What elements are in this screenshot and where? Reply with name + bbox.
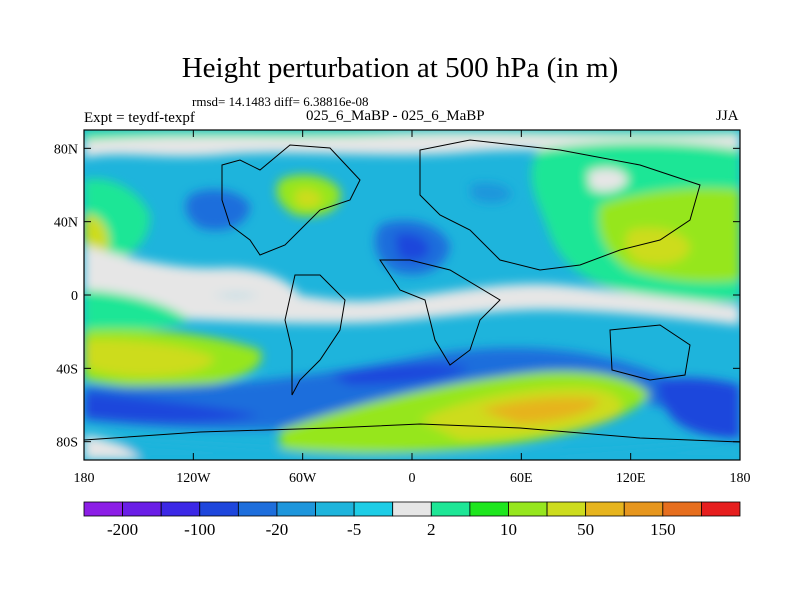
colorbar-swatch bbox=[623, 501, 664, 517]
colorbar-swatch bbox=[392, 501, 432, 517]
coastlines bbox=[84, 139, 740, 443]
coast-antarctica bbox=[84, 423, 740, 443]
band-southern-negative bbox=[84, 347, 740, 430]
plot-title: Height perturbation at 500 hPa (in m) bbox=[181, 52, 619, 84]
coast-north-america bbox=[221, 144, 361, 256]
stats-label: rmsd= 14.1483 diff= 6.38816e-08 bbox=[192, 94, 369, 109]
colorbar-swatch bbox=[199, 501, 239, 517]
area-south-pacific-yellow bbox=[84, 339, 215, 377]
colorbar-swatch bbox=[122, 501, 162, 517]
area-antarctic-neutral bbox=[84, 435, 140, 460]
area-europe-negative bbox=[470, 183, 512, 203]
coast-eurasia bbox=[419, 139, 701, 271]
colorbar-label: 150 bbox=[650, 520, 676, 539]
period-label: 025_6_MaBP - 025_6_MaBP bbox=[306, 108, 485, 124]
x-tick-label: 180 bbox=[74, 471, 95, 486]
colorbar-swatch bbox=[353, 501, 394, 517]
colorbar-label: -100 bbox=[184, 520, 215, 539]
x-tick-label: 180 bbox=[730, 471, 751, 486]
band-tropics-neutral bbox=[84, 270, 740, 325]
coast-australia bbox=[609, 324, 691, 381]
colorbar-swatch bbox=[160, 501, 201, 517]
area-tropical-pacific-positive bbox=[84, 290, 190, 331]
area-npacific-yellow bbox=[84, 214, 109, 256]
x-axis: 180 120W 60W 0 60E 120E 180 bbox=[74, 130, 751, 486]
colorbar-swatch bbox=[83, 501, 123, 517]
band-arctic-positive bbox=[84, 130, 740, 140]
colorbar-swatch bbox=[546, 501, 587, 517]
contour-field bbox=[84, 130, 740, 460]
area-south-pacific-east-negative bbox=[658, 377, 740, 440]
area-atlantic-strong-negative bbox=[395, 233, 430, 261]
colorbar-swatch bbox=[662, 501, 702, 517]
y-tick-label: 80N bbox=[54, 142, 78, 157]
colorbar-swatch bbox=[276, 501, 316, 517]
area-greenland-yellow bbox=[295, 189, 322, 208]
season-label: JJA bbox=[716, 108, 739, 124]
area-indian-orange bbox=[480, 397, 600, 424]
y-axis: 80N 40N 0 40S 80S bbox=[54, 142, 740, 451]
x-tick-label: 0 bbox=[409, 471, 416, 486]
colorbar-label: -200 bbox=[107, 520, 138, 539]
colorbar: -200 -100 -20 -5 2 10 50 150 bbox=[83, 501, 741, 539]
area-npacific-negative bbox=[185, 189, 250, 231]
area-satlantic-negative bbox=[330, 364, 470, 385]
x-tick-label: 120W bbox=[176, 471, 211, 486]
band-antarctic bbox=[84, 440, 740, 460]
colorbar-swatch bbox=[430, 501, 471, 517]
x-tick-label: 60W bbox=[289, 471, 317, 486]
x-tick-label: 120E bbox=[616, 471, 646, 486]
area-pacific-neutral bbox=[84, 245, 300, 295]
colorbar-label: 10 bbox=[500, 520, 517, 539]
colorbar-label: 50 bbox=[577, 520, 594, 539]
area-siberia-neutral bbox=[588, 168, 628, 192]
y-tick-label: 80S bbox=[56, 436, 78, 451]
x-tick-label: 60E bbox=[510, 471, 533, 486]
y-tick-label: 0 bbox=[71, 289, 78, 304]
colorbar-swatch bbox=[508, 501, 548, 517]
area-south-strong-negative bbox=[84, 392, 260, 423]
coast-south-america bbox=[284, 274, 346, 396]
coast-africa bbox=[379, 259, 501, 366]
colorbar-swatch bbox=[469, 501, 509, 517]
colorbar-swatch bbox=[237, 501, 278, 517]
experiment-label: Expt = teydf-texpf bbox=[84, 110, 195, 126]
colorbar-swatch bbox=[585, 501, 625, 517]
y-tick-label: 40N bbox=[54, 216, 78, 231]
colorbar-swatch bbox=[701, 501, 741, 517]
area-asia-yellow bbox=[625, 227, 690, 265]
colorbar-label: -20 bbox=[266, 520, 289, 539]
y-tick-label: 40S bbox=[56, 362, 78, 377]
colorbar-label: -5 bbox=[347, 520, 361, 539]
colorbar-swatch bbox=[315, 501, 355, 517]
colorbar-label: 2 bbox=[427, 520, 436, 539]
